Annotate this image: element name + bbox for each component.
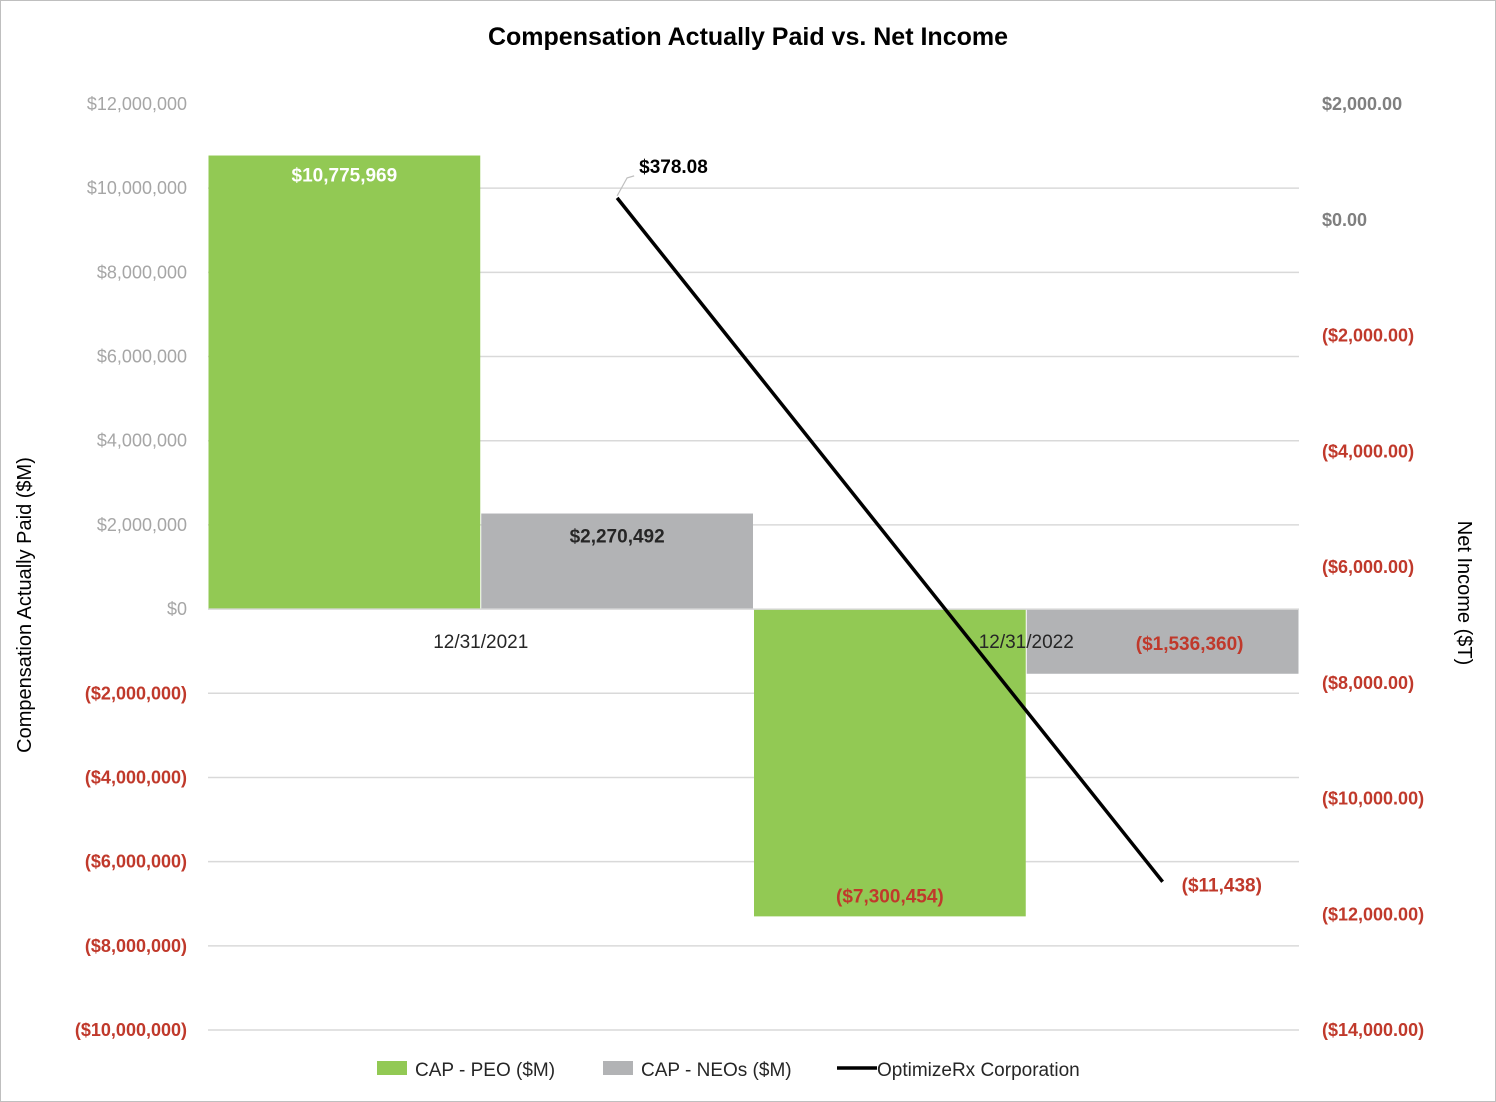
left-tick-label: $12,000,000 [87, 94, 187, 114]
bar-data-label: $2,270,492 [570, 527, 665, 548]
right-tick-label: ($4,000.00) [1322, 441, 1414, 461]
right-axis-title: Net Income ($T) [1453, 521, 1475, 665]
right-tick-label: ($12,000.00) [1322, 904, 1424, 924]
left-tick-label: $10,000,000 [87, 178, 187, 198]
right-tick-label: ($6,000.00) [1322, 557, 1414, 577]
legend-label: OptimizeRx Corporation [877, 1060, 1080, 1081]
bar [754, 609, 1026, 917]
legend-swatch [377, 1061, 407, 1075]
legend-swatch [603, 1061, 633, 1075]
bar [208, 155, 481, 610]
legend-label: CAP - PEO ($M) [415, 1060, 555, 1081]
left-tick-label: $4,000,000 [97, 431, 187, 451]
bar-data-label: ($1,536,360) [1136, 634, 1244, 655]
bar-data-label: ($7,300,454) [836, 886, 944, 907]
right-tick-label: ($14,000.00) [1322, 1020, 1424, 1040]
left-tick-label: $2,000,000 [97, 515, 187, 535]
left-tick-label: $0 [167, 599, 187, 619]
line-data-label: ($11,438) [1182, 876, 1262, 897]
left-axis-title: Compensation Actually Paid ($M) [14, 457, 36, 753]
left-tick-label: ($2,000,000) [85, 683, 187, 703]
left-axis-ticks: $12,000,000 $10,000,000 $8,000,000 $6,000,0… [75, 94, 187, 1040]
right-tick-label: ($2,000.00) [1322, 326, 1414, 346]
line-data-label: $378.08 [639, 157, 708, 178]
left-tick-label: ($4,000,000) [85, 767, 187, 787]
data-label-leader [616, 175, 635, 197]
category-label: 12/31/2022 [979, 632, 1074, 653]
legend: CAP - PEO ($M) CAP - NEOs ($M) OptimizeRx … [377, 1060, 1080, 1081]
chart-title: Compensation Actually Paid vs. Net Incom… [488, 23, 1008, 51]
right-tick-label: $0.00 [1322, 210, 1367, 230]
left-tick-label: $8,000,000 [97, 262, 187, 282]
category-label: 12/31/2021 [433, 632, 528, 653]
legend-label: CAP - NEOs ($M) [641, 1060, 792, 1081]
data-labels: $10,775,969 $2,270,492 ($7,300,454) ($1,536… [292, 157, 1262, 908]
left-tick-label: ($6,000,000) [85, 852, 187, 872]
left-tick-label: $6,000,000 [97, 347, 187, 367]
bar-data-label: $10,775,969 [292, 166, 398, 187]
right-tick-label: ($8,000.00) [1322, 673, 1414, 693]
net-income-line-path [615, 196, 1164, 883]
net-income-line [615, 196, 1164, 883]
left-tick-label: ($8,000,000) [85, 936, 187, 956]
right-tick-label: ($10,000.00) [1322, 789, 1424, 809]
right-tick-label: $2,000.00 [1322, 94, 1402, 114]
right-axis-ticks: $2,000.00 $0.00 ($2,000.00) ($4,000.00) ($6,… [1322, 94, 1424, 1040]
bars [208, 155, 1299, 917]
bar [1026, 609, 1299, 674]
bar [481, 513, 753, 610]
left-tick-label: ($10,000,000) [75, 1020, 187, 1040]
category-labels: 12/31/2021 12/31/2022 [433, 632, 1074, 653]
